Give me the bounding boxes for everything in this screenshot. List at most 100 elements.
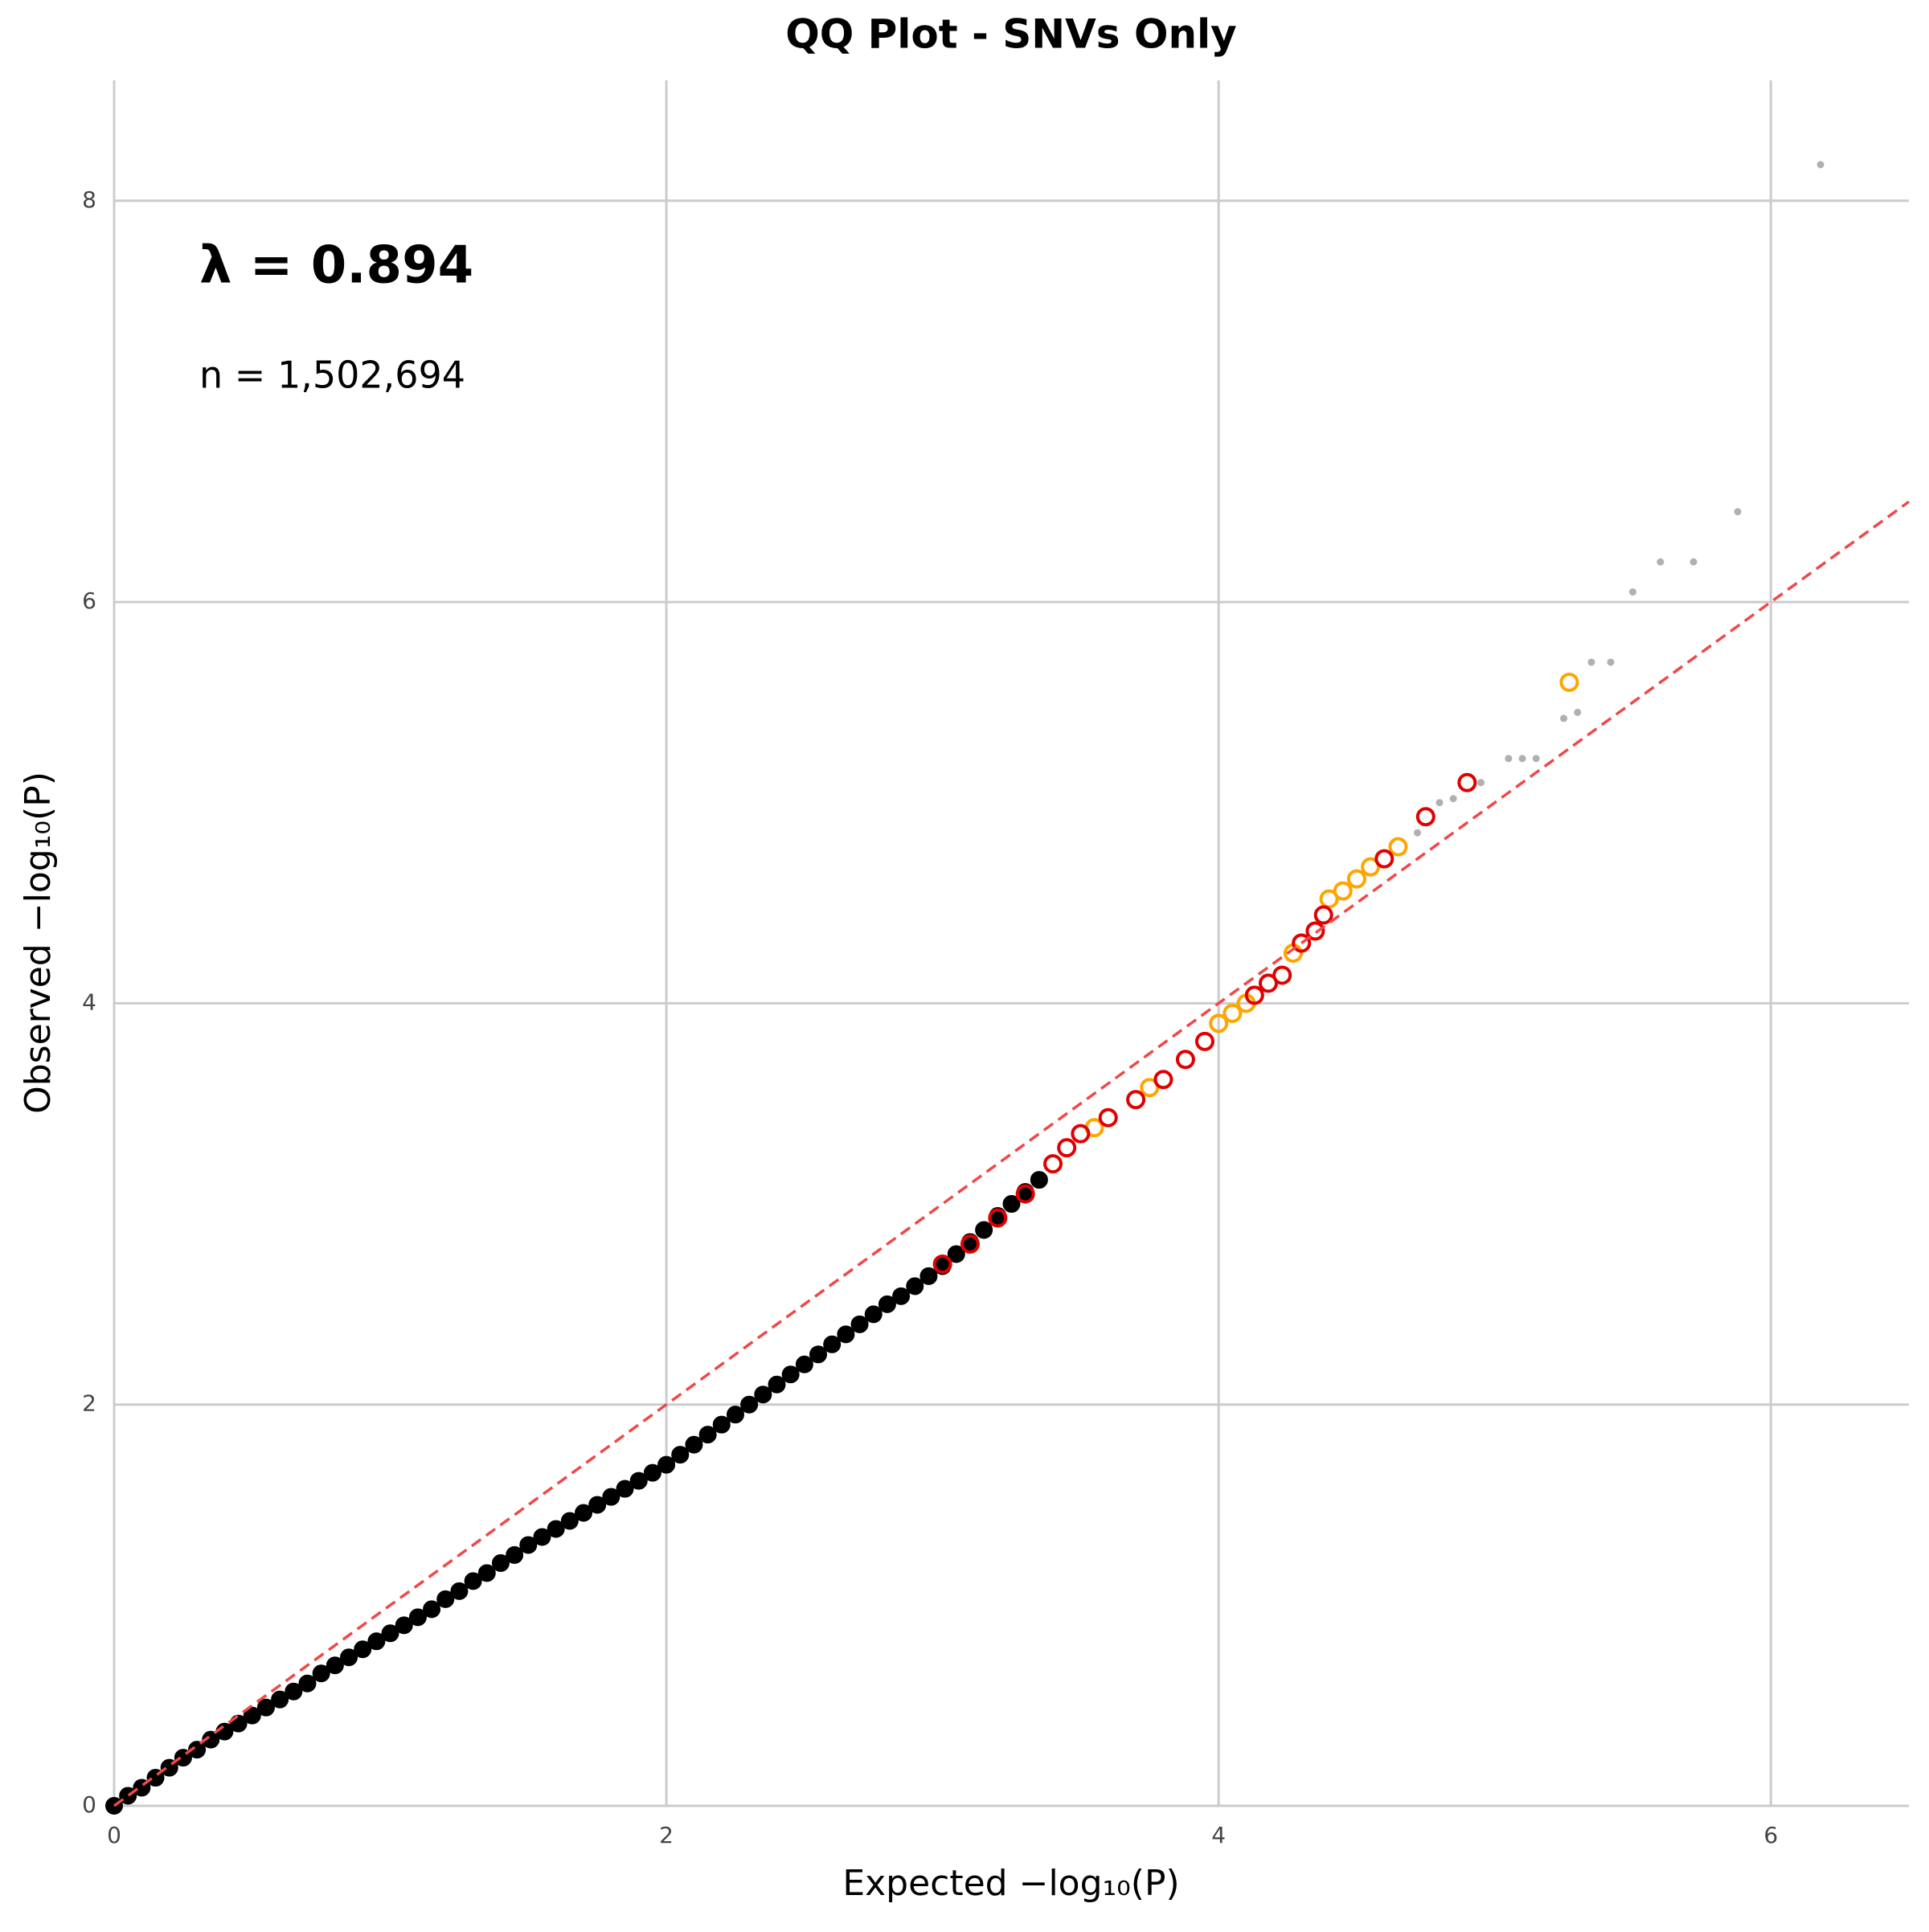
point	[1175, 1050, 1195, 1070]
point	[906, 1277, 924, 1296]
y-tick-label: 2	[82, 1390, 96, 1417]
point	[1333, 881, 1353, 901]
point	[1435, 799, 1444, 807]
point	[1374, 849, 1395, 869]
point	[823, 1335, 842, 1353]
point	[795, 1355, 813, 1373]
point	[256, 1698, 275, 1717]
y-axis-label: Observed −log₁₀(P)	[18, 772, 59, 1114]
point	[975, 1221, 993, 1239]
point	[1140, 1078, 1160, 1098]
x-tick-label: 6	[1763, 1822, 1778, 1848]
point	[892, 1287, 911, 1305]
point	[1153, 1070, 1173, 1090]
point	[712, 1415, 731, 1434]
point	[864, 1305, 883, 1324]
point	[560, 1512, 579, 1530]
point	[1313, 905, 1333, 925]
point	[1209, 1013, 1229, 1034]
point	[988, 1208, 1008, 1228]
point	[932, 1254, 952, 1274]
point	[381, 1624, 399, 1643]
point	[450, 1582, 469, 1600]
point	[1319, 889, 1339, 909]
y-tick-label: 0	[82, 1791, 96, 1818]
point	[271, 1690, 289, 1709]
series	[1084, 672, 1579, 1138]
point	[1518, 755, 1526, 763]
point	[464, 1572, 482, 1590]
point	[312, 1664, 330, 1683]
x-tick-label: 2	[659, 1822, 674, 1848]
point	[850, 1315, 869, 1333]
point	[616, 1480, 634, 1498]
y-tick-label: 8	[82, 186, 96, 213]
x-tick-label: 0	[107, 1822, 121, 1848]
point	[1244, 985, 1264, 1005]
y-tick-label: 6	[82, 587, 96, 614]
point	[408, 1608, 427, 1627]
series	[1414, 161, 1825, 837]
point	[340, 1648, 358, 1667]
point	[547, 1520, 565, 1538]
point	[395, 1616, 413, 1635]
point	[1816, 161, 1825, 169]
point	[1015, 1184, 1035, 1204]
point	[837, 1325, 855, 1344]
point	[1574, 708, 1582, 716]
point	[1030, 1171, 1048, 1189]
point	[1223, 1003, 1243, 1023]
point	[423, 1600, 441, 1619]
point	[1457, 772, 1477, 792]
point	[354, 1640, 372, 1659]
point	[878, 1295, 896, 1313]
point	[1098, 1107, 1118, 1128]
chart-title: QQ Plot - SNVs Only	[785, 11, 1237, 58]
point	[643, 1463, 661, 1482]
point	[754, 1386, 772, 1404]
annotation: λ = 0.894	[199, 236, 473, 296]
point	[533, 1528, 551, 1546]
point	[188, 1741, 207, 1759]
point	[1305, 921, 1325, 941]
point	[519, 1536, 538, 1554]
x-tick-label: 4	[1211, 1822, 1226, 1848]
point	[657, 1455, 676, 1474]
point	[781, 1365, 800, 1384]
point	[1126, 1090, 1146, 1110]
point	[1505, 755, 1513, 763]
point	[1346, 869, 1366, 889]
point	[1071, 1124, 1091, 1144]
point	[1734, 508, 1742, 516]
point	[1628, 588, 1636, 596]
point	[1043, 1154, 1063, 1174]
series	[105, 1171, 1048, 1815]
point	[1657, 558, 1665, 566]
point	[1415, 807, 1435, 827]
point	[1477, 779, 1485, 787]
point	[698, 1426, 717, 1444]
point	[1559, 672, 1579, 692]
y-tick-label: 4	[82, 989, 96, 1015]
point	[768, 1375, 786, 1394]
point	[671, 1446, 690, 1464]
point	[202, 1730, 220, 1749]
point	[809, 1345, 828, 1364]
point	[588, 1496, 607, 1514]
point	[1292, 933, 1312, 953]
series	[932, 772, 1477, 1274]
point	[1002, 1195, 1021, 1214]
point	[285, 1682, 303, 1701]
point	[602, 1488, 620, 1506]
point	[1689, 558, 1698, 566]
annotation: n = 1,502,694	[199, 354, 465, 397]
point	[1272, 965, 1292, 985]
point	[491, 1553, 510, 1572]
point	[1258, 973, 1278, 993]
point	[740, 1395, 759, 1414]
point	[243, 1706, 261, 1725]
point	[1361, 857, 1381, 877]
point	[367, 1632, 386, 1651]
point	[1414, 829, 1422, 837]
